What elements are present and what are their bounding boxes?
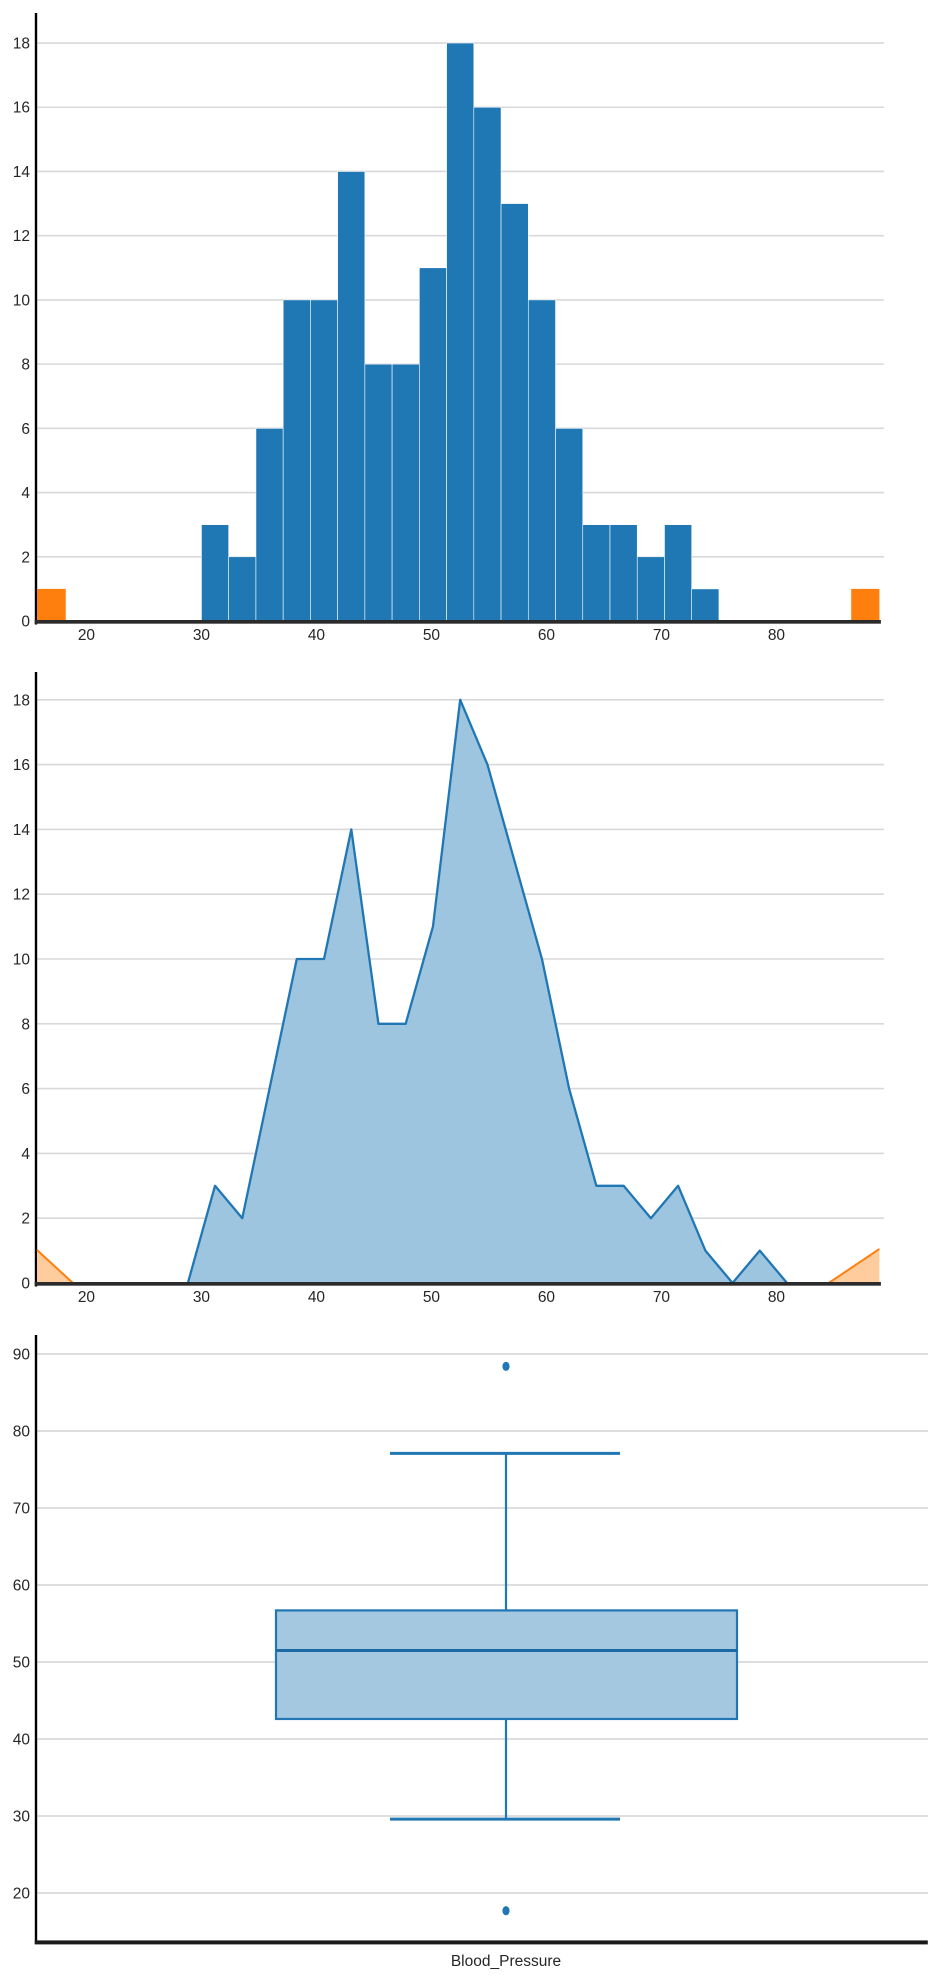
x-tick-label: 50 — [423, 627, 441, 644]
x-tick-label: 30 — [193, 1289, 211, 1306]
histogram-bar — [609, 524, 638, 622]
category-label: Blood_Pressure — [451, 1953, 561, 1970]
histogram-bar — [310, 299, 338, 622]
histogram-bar — [500, 203, 529, 622]
lower-outlier-point — [502, 1906, 510, 1916]
frequency-line — [186, 698, 788, 1285]
y-tick-label: 40 — [13, 1732, 31, 1749]
x-tick-label: 80 — [768, 627, 786, 644]
x-tick-label: 50 — [423, 1289, 441, 1306]
y-tick-label: 14 — [13, 822, 31, 839]
box-plot-svg: 20 30 40 50 60 70 80 90 Blood_Pressure — [13, 1335, 928, 1970]
box-whisker — [274, 1361, 739, 1916]
x-axis-line — [34, 620, 881, 624]
frequency-polygon-svg: 0 2 4 6 8 10 12 14 16 18 20 30 40 50 60 70 80 — [13, 672, 884, 1306]
x-axis-line — [34, 1282, 881, 1286]
y-tick-label: 20 — [13, 1886, 31, 1903]
x-tick-label: 60 — [538, 1289, 556, 1306]
y-axis-line — [34, 1335, 38, 1944]
y-tick-label: 12 — [13, 887, 30, 904]
y-tick-label: 10 — [13, 292, 31, 309]
histogram-bar — [527, 299, 556, 622]
histogram-bar — [691, 588, 720, 622]
iqr-box — [274, 1609, 739, 1721]
y-tick-label: 4 — [21, 485, 30, 502]
y-tick-label: 8 — [21, 1016, 30, 1033]
y-axis-line — [34, 672, 38, 1287]
histogram-bar — [255, 428, 284, 622]
upper-outlier-point — [502, 1361, 510, 1371]
x-tick-label: 20 — [78, 627, 96, 644]
x-tick-label: 70 — [653, 627, 671, 644]
y-tick-label: 18 — [13, 692, 30, 709]
y-tick-label: 10 — [13, 952, 31, 969]
y-tick-label: 0 — [21, 614, 30, 631]
y-tick-label: 60 — [13, 1578, 31, 1595]
y-tick-label: 80 — [13, 1424, 31, 1441]
box-plot-chart: 20 30 40 50 60 70 80 90 Blood_Pressure — [0, 1325, 930, 1986]
histogram-bar — [446, 42, 475, 622]
histogram-bar — [201, 524, 229, 622]
y-axis-line — [34, 13, 38, 625]
y-tick-label: 6 — [21, 1081, 30, 1098]
y-tick-label: 8 — [21, 357, 30, 374]
histogram-bar — [473, 106, 502, 622]
frequency-area-fill — [187, 699, 788, 1283]
histogram-bar — [391, 363, 420, 622]
histogram-bar — [282, 299, 311, 622]
x-tick-label: 80 — [768, 1289, 786, 1306]
y-tick-label: 14 — [13, 164, 31, 181]
outlier-bars — [37, 588, 880, 621]
histogram-bar — [582, 524, 611, 622]
y-tick-label: 70 — [13, 1501, 31, 1518]
outlier-bar — [37, 588, 66, 621]
x-tick-label: 30 — [193, 627, 211, 644]
y-tick-label: 6 — [21, 421, 30, 438]
x-tick-label: 70 — [653, 1289, 671, 1306]
x-tick-label: 40 — [308, 627, 326, 644]
x-tick-label: 60 — [538, 627, 556, 644]
outlier-bar — [851, 588, 880, 621]
y-tick-label: 4 — [21, 1146, 30, 1163]
y-tick-label: 2 — [21, 549, 30, 566]
histogram-bar — [664, 524, 693, 622]
x-tick-label: 20 — [78, 1289, 96, 1306]
y-tick-label: 50 — [13, 1655, 31, 1672]
histogram-bar — [337, 171, 366, 622]
y-tick-label: 0 — [21, 1276, 30, 1293]
frequency-polygon-chart: 0 2 4 6 8 10 12 14 16 18 20 30 40 50 60 70 80 — [0, 660, 930, 1325]
y-tick-label: 12 — [13, 228, 30, 245]
histogram-svg: 0 2 4 6 8 10 12 14 16 18 20 30 40 50 60 70 80 — [13, 13, 884, 644]
y-tick-label: 90 — [13, 1347, 31, 1364]
histogram-bar — [555, 428, 584, 622]
x-tick-label: 40 — [308, 1289, 326, 1306]
histogram-bar — [364, 363, 393, 622]
y-tick-label: 16 — [13, 757, 30, 774]
x-axis-line — [34, 1940, 928, 1945]
histogram-bar — [228, 556, 257, 622]
histogram-bar — [419, 267, 447, 622]
histogram-chart: 0 2 4 6 8 10 12 14 16 18 20 30 40 50 60 70 80 — [0, 0, 930, 660]
y-tick-label: 16 — [13, 100, 30, 117]
y-tick-label: 2 — [21, 1211, 30, 1228]
y-tick-label: 18 — [13, 36, 30, 53]
y-tick-label: 30 — [13, 1809, 31, 1826]
histogram-bars — [201, 42, 720, 622]
histogram-bar — [636, 556, 665, 622]
